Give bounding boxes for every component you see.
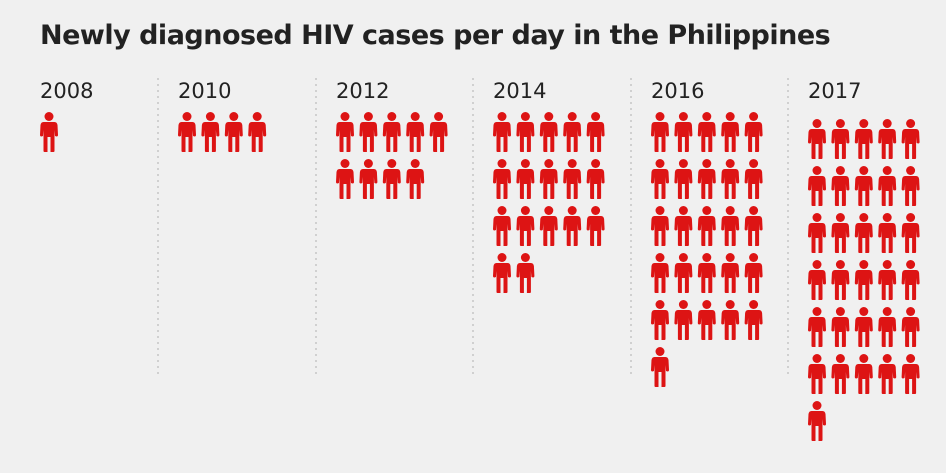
person-icon	[651, 159, 669, 199]
person-icon	[336, 112, 354, 152]
person-icon	[651, 112, 669, 152]
person-icon	[831, 213, 850, 253]
person-icon	[539, 159, 558, 199]
person-icon	[429, 112, 448, 152]
person-icon	[854, 213, 873, 253]
year-label: 2016	[651, 79, 704, 103]
person-icon	[808, 213, 826, 253]
person-icon	[854, 307, 873, 347]
person-icon	[901, 119, 920, 159]
person-icon	[808, 260, 826, 300]
person-icon	[493, 206, 511, 246]
person-icon	[808, 307, 826, 347]
person-icon	[901, 307, 920, 347]
person-icon	[674, 253, 693, 293]
person-icon	[382, 159, 401, 199]
person-icon	[516, 159, 535, 199]
person-icon	[516, 112, 535, 152]
person-icon	[586, 206, 605, 246]
person-icon	[248, 112, 267, 152]
person-icon	[493, 159, 511, 199]
person-icon	[878, 354, 897, 394]
person-icon	[721, 253, 740, 293]
person-icon	[901, 166, 920, 206]
person-icon	[808, 166, 826, 206]
person-icon	[744, 206, 763, 246]
person-icon	[674, 112, 693, 152]
person-icon	[721, 300, 740, 340]
person-icon	[651, 300, 669, 340]
person-icon	[831, 166, 850, 206]
person-icon	[697, 159, 716, 199]
person-icon	[674, 300, 693, 340]
person-icon	[854, 354, 873, 394]
person-icon	[697, 112, 716, 152]
person-icon	[901, 260, 920, 300]
person-icon	[382, 112, 401, 152]
person-icon	[493, 253, 511, 293]
person-icon	[721, 112, 740, 152]
person-icon	[878, 213, 897, 253]
person-icon	[651, 347, 669, 387]
person-icon	[697, 300, 716, 340]
person-icon	[563, 112, 582, 152]
person-icon	[901, 213, 920, 253]
person-icon	[721, 159, 740, 199]
person-icon	[878, 166, 897, 206]
person-icon	[651, 206, 669, 246]
person-icon	[878, 307, 897, 347]
person-icon	[674, 159, 693, 199]
person-icon	[878, 119, 897, 159]
person-icon	[808, 354, 826, 394]
person-icon	[336, 159, 354, 199]
year-label: 2017	[808, 79, 861, 103]
person-icon	[493, 112, 511, 152]
person-icon	[586, 112, 605, 152]
person-icon	[516, 253, 535, 293]
person-icon	[406, 159, 425, 199]
person-icon	[651, 253, 669, 293]
person-icon	[744, 112, 763, 152]
person-icon	[744, 300, 763, 340]
person-icon	[359, 112, 378, 152]
person-icon	[359, 159, 378, 199]
person-icon	[831, 307, 850, 347]
person-icon	[563, 206, 582, 246]
year-label: 2010	[178, 79, 231, 103]
person-icon	[40, 112, 58, 152]
person-icon	[744, 253, 763, 293]
chart-title: Newly diagnosed HIV cases per day in the…	[40, 20, 831, 51]
person-icon	[516, 206, 535, 246]
person-icon	[539, 206, 558, 246]
person-icon	[878, 260, 897, 300]
person-icon	[854, 119, 873, 159]
person-icon	[854, 260, 873, 300]
person-icon	[539, 112, 558, 152]
year-label: 2012	[336, 79, 389, 103]
person-icon	[201, 112, 220, 152]
person-icon	[563, 159, 582, 199]
person-icon	[808, 119, 826, 159]
person-icon	[406, 112, 425, 152]
year-label: 2008	[40, 79, 93, 103]
person-icon	[586, 159, 605, 199]
year-label: 2014	[493, 79, 546, 103]
person-icon	[831, 260, 850, 300]
person-icon	[224, 112, 243, 152]
person-icon	[831, 354, 850, 394]
person-icon	[178, 112, 196, 152]
person-icon	[697, 253, 716, 293]
person-icon	[808, 401, 826, 441]
person-icon	[697, 206, 716, 246]
person-icon	[674, 206, 693, 246]
person-icon	[831, 119, 850, 159]
person-icon	[744, 159, 763, 199]
person-icon	[854, 166, 873, 206]
person-icon	[721, 206, 740, 246]
person-icon	[901, 354, 920, 394]
